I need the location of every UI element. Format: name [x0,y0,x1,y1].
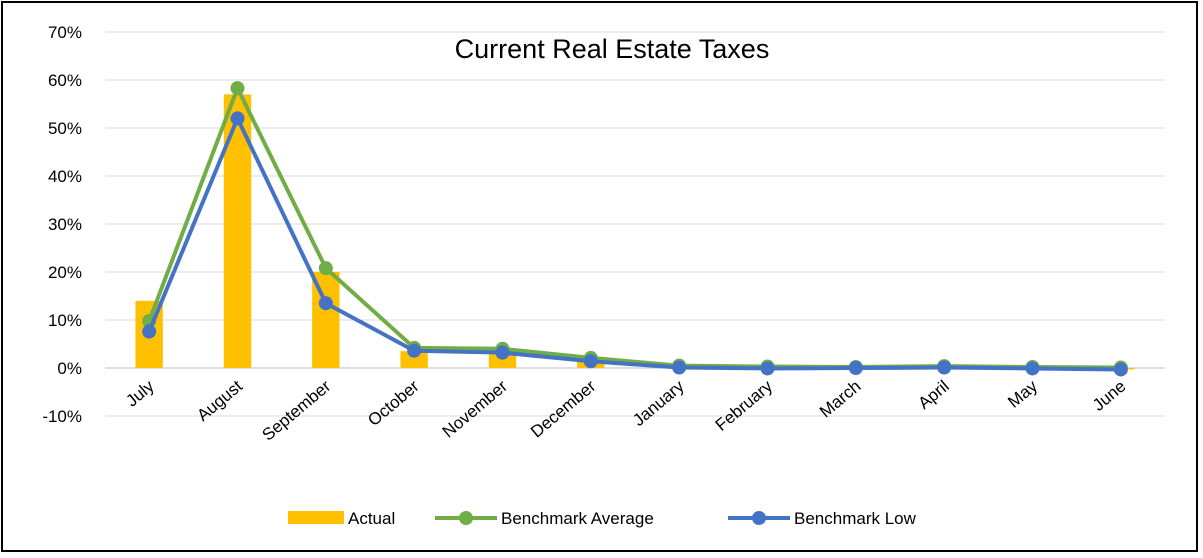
y-tick-label: -10% [42,407,82,426]
point-benchmark-low [1025,361,1040,376]
legend-marker-benchmark-average [459,511,473,525]
legend-label-benchmark-average: Benchmark Average [501,509,654,528]
point-benchmark-low [760,361,775,376]
x-tick-label: December [527,376,600,441]
legend-marker-benchmark-low [752,511,766,525]
bar-series [135,94,1135,370]
legend-label-benchmark-low: Benchmark Low [794,509,917,528]
point-benchmark-low [672,360,687,375]
y-tick-label: 40% [48,167,82,186]
point-benchmark-low [230,111,245,126]
legend-label-actual: Actual [348,509,395,528]
point-benchmark-low [142,324,157,339]
x-tick-label: November [439,376,512,441]
x-tick-label: February [712,376,777,435]
gridlines [105,31,1165,417]
x-tick-label: October [364,376,423,430]
series-line-benchmark-average [147,86,1121,370]
point-benchmark-low [1113,362,1128,377]
point-benchmark-average [318,261,333,276]
bar-actual [400,351,428,368]
x-tick-label: April [914,377,952,413]
point-benchmark-average [230,81,245,96]
y-tick-label: 20% [48,263,82,282]
point-benchmark-low [318,296,333,311]
legend-swatch-actual [288,511,344,524]
x-tick-label: May [1004,376,1041,412]
series-line-benchmark-low [147,116,1121,372]
x-tick-label: March [816,377,864,422]
y-tick-label: 60% [48,71,82,90]
legend: Actual Benchmark Average Benchmark Low [288,509,917,528]
y-axis-ticks: -10% 0% 10% 20% 30% 40% 50% 60% 70% [42,23,82,426]
point-benchmark-low [848,361,863,375]
x-tick-label: July [122,376,158,410]
x-tick-label: January [629,376,688,430]
x-tick-label: June [1089,377,1129,415]
point-benchmark-low [495,345,510,360]
x-axis-ticks: July August September October November Decemb… [122,376,1129,444]
y-tick-label: 50% [48,119,82,138]
point-benchmark-low [583,354,598,369]
x-tick-label: August [193,376,246,425]
point-benchmark-low [937,360,952,375]
y-tick-label: 10% [48,311,82,330]
line-series [142,81,1128,377]
point-benchmark-low [407,343,422,358]
y-tick-label: 30% [48,215,82,234]
chart-title: Current Real Estate Taxes [455,34,770,64]
y-tick-label: 0% [57,359,82,378]
y-tick-label: 70% [48,23,82,42]
x-tick-label: September [258,376,334,444]
